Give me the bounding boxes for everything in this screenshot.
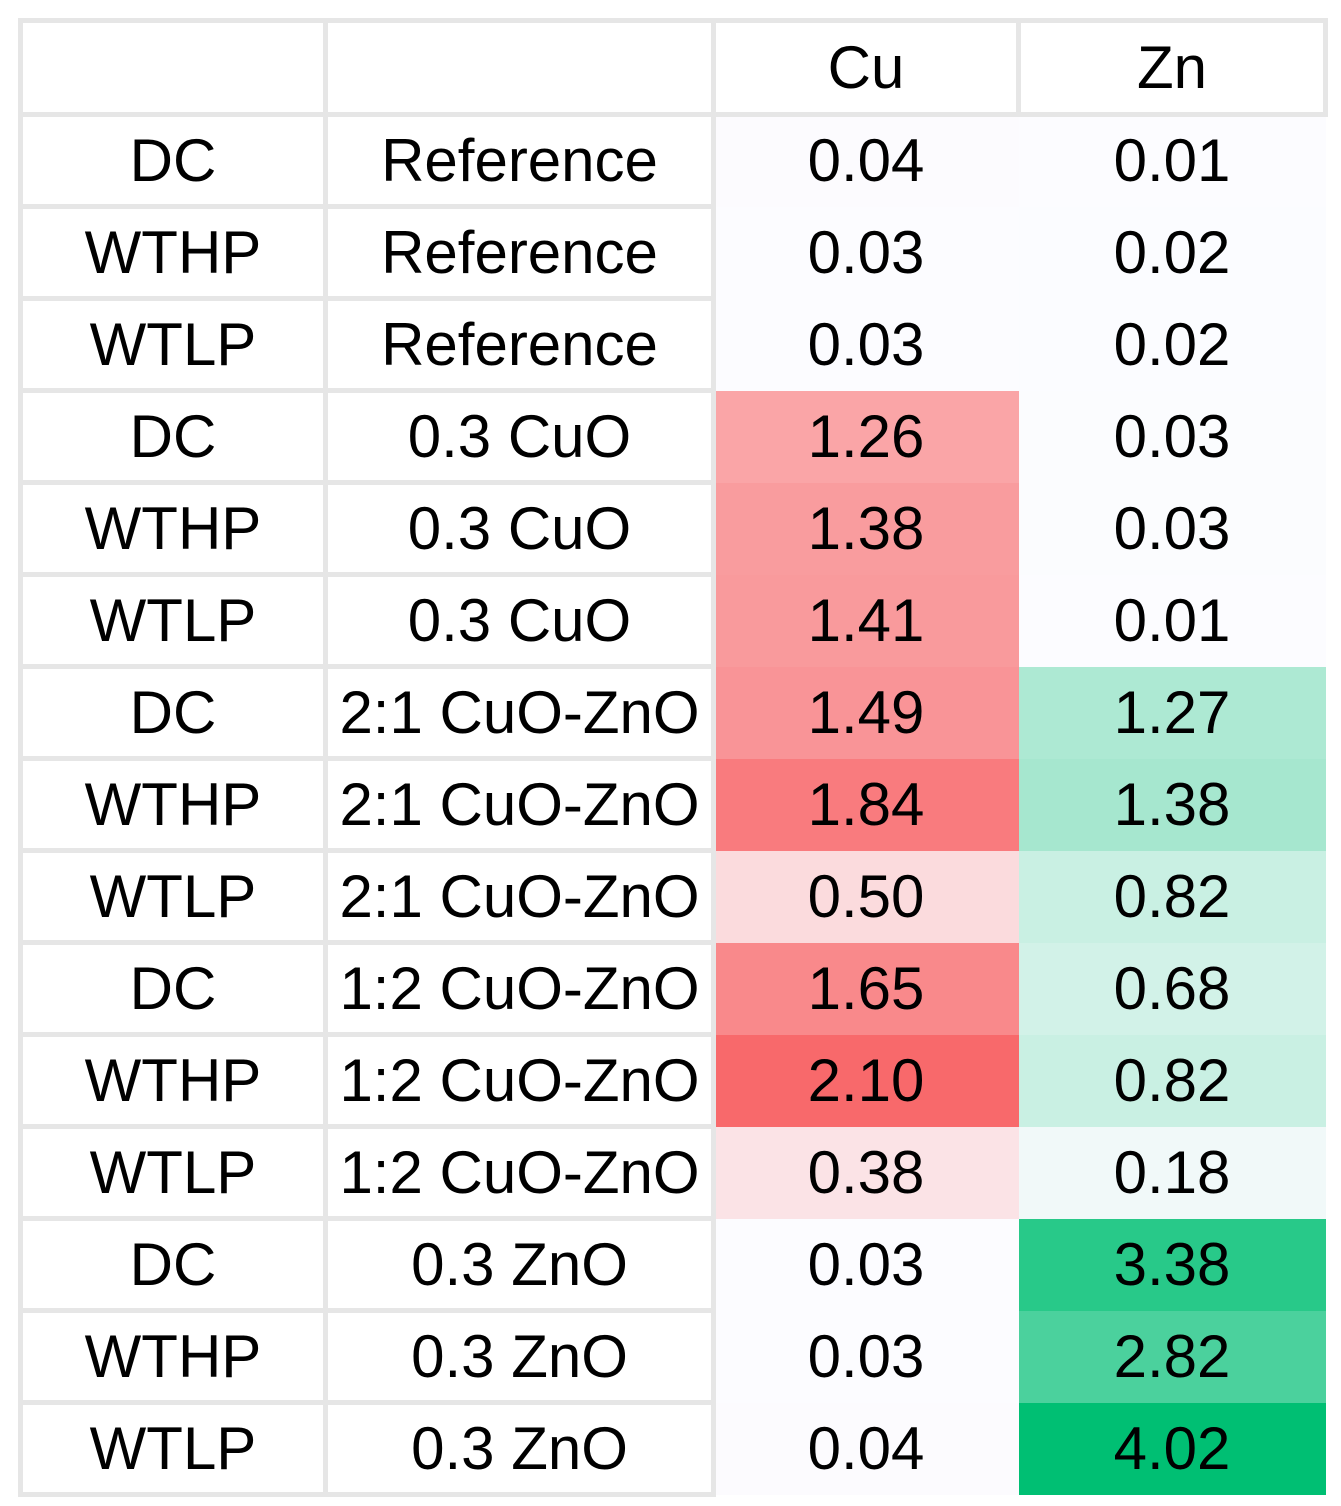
system-cell: DC: [18, 664, 328, 761]
table-row: WTLP Reference 0.03 0.02: [18, 296, 1326, 393]
value-cell-cu: 0.03: [713, 1218, 1019, 1311]
system-cell: DC: [18, 112, 328, 209]
table-row: WTHP 0.3 CuO 1.38 0.03: [18, 480, 1326, 577]
treatment-cell: Reference: [323, 204, 716, 301]
system-cell: WTHP: [18, 1032, 328, 1129]
treatment-cell: 0.3 CuO: [323, 572, 716, 669]
treatment-cell: 2:1 CuO-ZnO: [323, 664, 716, 761]
table-row: DC 2:1 CuO-ZnO 1.49 1.27: [18, 664, 1326, 761]
table-row: DC 0.3 CuO 1.26 0.03: [18, 388, 1326, 485]
table-row: DC 1:2 CuO-ZnO 1.65 0.68: [18, 940, 1326, 1037]
treatment-cell: Reference: [323, 296, 716, 393]
value-cell-cu: 0.38: [713, 1126, 1019, 1219]
treatment-cell: 1:2 CuO-ZnO: [323, 1124, 716, 1221]
value-cell-cu: 1.84: [713, 758, 1019, 851]
table-row: WTHP 1:2 CuO-ZnO 2.10 0.82: [18, 1032, 1326, 1129]
value-cell-zn: 0.02: [1018, 206, 1326, 299]
value-cell-zn: 3.38: [1018, 1218, 1326, 1311]
treatment-cell: 1:2 CuO-ZnO: [323, 1032, 716, 1129]
value-cell-cu: 0.03: [713, 1310, 1019, 1403]
value-cell-zn: 2.82: [1018, 1310, 1326, 1403]
system-cell: WTLP: [18, 1124, 328, 1221]
header-cell-treatment: [323, 18, 716, 117]
value-cell-zn: 0.82: [1018, 850, 1326, 943]
system-cell: WTHP: [18, 480, 328, 577]
table-row: WTLP 0.3 ZnO 0.04 4.02: [18, 1400, 1326, 1497]
table-row: DC 0.3 ZnO 0.03 3.38: [18, 1216, 1326, 1313]
header-cell-zn: Zn: [1016, 18, 1328, 117]
system-cell: WTHP: [18, 1308, 328, 1405]
treatment-cell: 2:1 CuO-ZnO: [323, 756, 716, 853]
system-cell: WTHP: [18, 204, 328, 301]
value-cell-zn: 1.38: [1018, 758, 1326, 851]
value-cell-zn: 0.82: [1018, 1034, 1326, 1127]
value-cell-zn: 0.01: [1018, 574, 1326, 667]
system-cell: DC: [18, 388, 328, 485]
treatment-cell: 1:2 CuO-ZnO: [323, 940, 716, 1037]
heatmap-table: Cu Zn DC Reference 0.04 0.01 WTHP Reference 0.…: [18, 18, 1328, 1497]
treatment-cell: 0.3 CuO: [323, 388, 716, 485]
value-cell-zn: 0.02: [1018, 298, 1326, 391]
value-cell-zn: 0.03: [1018, 482, 1326, 575]
value-cell-cu: 2.10: [713, 1034, 1019, 1127]
system-cell: WTLP: [18, 572, 328, 669]
table-row: WTLP 1:2 CuO-ZnO 0.38 0.18: [18, 1124, 1326, 1221]
value-cell-zn: 1.27: [1018, 666, 1326, 759]
system-cell: WTLP: [18, 1400, 328, 1497]
treatment-cell: 2:1 CuO-ZnO: [323, 848, 716, 945]
table-row: WTHP 0.3 ZnO 0.03 2.82: [18, 1308, 1326, 1405]
value-cell-cu: 1.49: [713, 666, 1019, 759]
table-row: WTHP Reference 0.03 0.02: [18, 204, 1326, 301]
heatmap-body: Cu Zn DC Reference 0.04 0.01 WTHP Reference 0.…: [18, 18, 1328, 1497]
treatment-cell: 0.3 ZnO: [323, 1400, 716, 1497]
system-cell: WTLP: [18, 296, 328, 393]
table-row: WTLP 0.3 CuO 1.41 0.01: [18, 572, 1326, 669]
value-cell-zn: 0.68: [1018, 942, 1326, 1035]
header-cell-system: [18, 18, 328, 117]
value-cell-cu: 0.03: [713, 298, 1019, 391]
value-cell-zn: 0.18: [1018, 1126, 1326, 1219]
system-cell: WTLP: [18, 848, 328, 945]
treatment-cell: 0.3 CuO: [323, 480, 716, 577]
value-cell-zn: 0.01: [1018, 114, 1326, 207]
treatment-cell: 0.3 ZnO: [323, 1216, 716, 1313]
value-cell-cu: 1.38: [713, 482, 1019, 575]
system-cell: DC: [18, 940, 328, 1037]
treatment-cell: Reference: [323, 112, 716, 209]
system-cell: DC: [18, 1216, 328, 1313]
header-cell-cu: Cu: [711, 18, 1021, 117]
value-cell-cu: 0.50: [713, 850, 1019, 943]
value-cell-zn: 4.02: [1018, 1402, 1326, 1495]
table-row: WTHP 2:1 CuO-ZnO 1.84 1.38: [18, 756, 1326, 853]
value-cell-cu: 1.65: [713, 942, 1019, 1035]
value-cell-zn: 0.03: [1018, 390, 1326, 483]
value-cell-cu: 0.04: [713, 114, 1019, 207]
value-cell-cu: 0.03: [713, 206, 1019, 299]
header-row: Cu Zn: [18, 18, 1328, 117]
treatment-cell: 0.3 ZnO: [323, 1308, 716, 1405]
table-row: DC Reference 0.04 0.01: [18, 112, 1326, 209]
table-row: WTLP 2:1 CuO-ZnO 0.50 0.82: [18, 848, 1326, 945]
value-cell-cu: 1.41: [713, 574, 1019, 667]
system-cell: WTHP: [18, 756, 328, 853]
value-cell-cu: 1.26: [713, 390, 1019, 483]
value-cell-cu: 0.04: [713, 1402, 1019, 1495]
